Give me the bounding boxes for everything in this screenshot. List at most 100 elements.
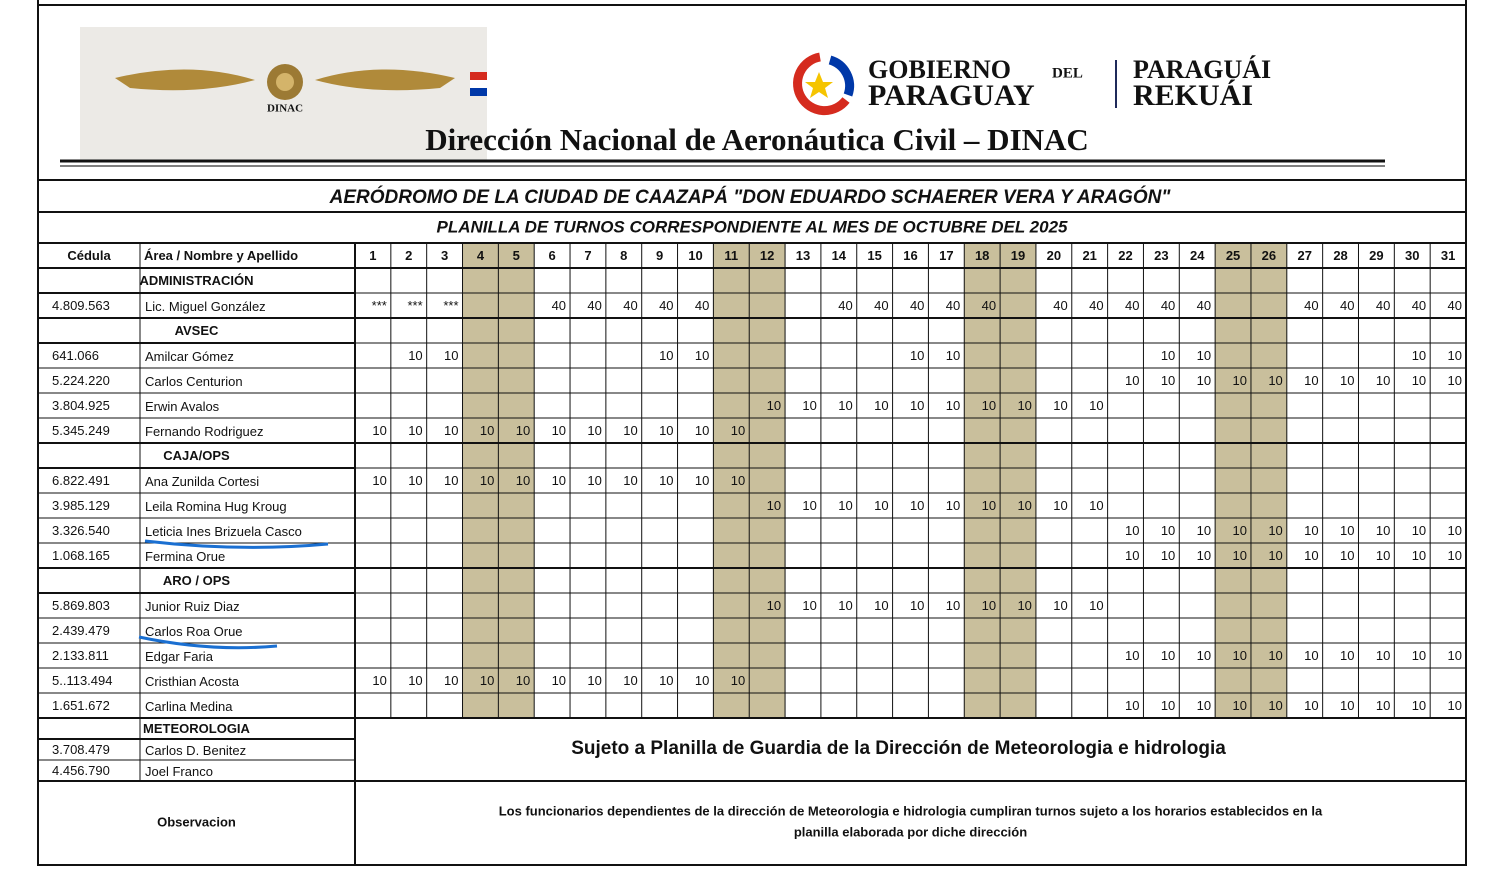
weekend-shade xyxy=(1250,243,1287,718)
section-title: METEOROLOGIA xyxy=(143,721,251,736)
cedula: 5.345.249 xyxy=(52,423,110,438)
cedula: 641.066 xyxy=(52,348,99,363)
shift-value: 40 xyxy=(1304,298,1318,313)
shift-value: 10 xyxy=(444,473,458,488)
shift-value: 10 xyxy=(1304,523,1318,538)
shift-value: 10 xyxy=(802,598,816,613)
day-header: 19 xyxy=(1011,248,1025,263)
shift-value: 10 xyxy=(1053,498,1067,513)
shift-value: 10 xyxy=(1268,373,1282,388)
shift-value: 10 xyxy=(552,473,566,488)
subtitle: PLANILLA DE TURNOS CORRESPONDIENTE AL ME… xyxy=(437,217,1069,236)
day-header: 1 xyxy=(369,248,376,263)
day-header: 17 xyxy=(939,248,953,263)
employee-name: Carlina Medina xyxy=(145,699,233,714)
shift-value: 10 xyxy=(1412,548,1426,563)
shift-value: 10 xyxy=(1125,698,1139,713)
gov-text: DEL xyxy=(1052,65,1083,81)
employee-name: Joel Franco xyxy=(145,764,213,779)
employee-name: Fermina Orue xyxy=(145,549,225,564)
shift-value: 10 xyxy=(1125,548,1139,563)
shift-value: 10 xyxy=(408,473,422,488)
shift-value: 10 xyxy=(1232,698,1246,713)
shift-value: 40 xyxy=(1448,298,1462,313)
employee-name: Lic. Miguel González xyxy=(145,299,266,314)
shift-value: 10 xyxy=(1197,373,1211,388)
shift-value: 10 xyxy=(1376,698,1390,713)
shift-value: 10 xyxy=(1017,398,1031,413)
shift-value: 10 xyxy=(910,348,924,363)
shift-value: 10 xyxy=(480,473,494,488)
cedula: 5.869.803 xyxy=(52,598,110,613)
shift-value: 10 xyxy=(1161,548,1175,563)
observation-text: Los funcionarios dependientes de la dire… xyxy=(499,803,1323,818)
shift-value: 10 xyxy=(587,473,601,488)
shift-value: 10 xyxy=(1376,648,1390,663)
cedula: 1.651.672 xyxy=(52,698,110,713)
shift-value: 10 xyxy=(1161,698,1175,713)
cedula: 4.456.790 xyxy=(52,763,110,778)
shift-value: 40 xyxy=(946,298,960,313)
government-logo: GOBIERNO DEL PARAGUAY PARAGUÁI REKUÁI xyxy=(793,52,1271,116)
shift-value: 10 xyxy=(1412,523,1426,538)
section-title: ADMINISTRACIÓN xyxy=(139,273,253,288)
shift-value: 10 xyxy=(1304,648,1318,663)
shift-value: 10 xyxy=(1412,648,1426,663)
day-header: 20 xyxy=(1047,248,1061,263)
shift-value: 10 xyxy=(408,423,422,438)
section-title: CAJA/OPS xyxy=(163,448,230,463)
shift-value: 10 xyxy=(731,673,745,688)
shift-value: 10 xyxy=(1197,548,1211,563)
column-header: Cédula xyxy=(67,248,111,263)
shift-value: 10 xyxy=(1017,598,1031,613)
employee-name: Amilcar Gómez xyxy=(145,349,234,364)
shift-value: 10 xyxy=(1161,523,1175,538)
cedula: 2.133.811 xyxy=(52,648,109,663)
shift-value: 10 xyxy=(1304,698,1318,713)
day-header: 23 xyxy=(1154,248,1168,263)
shift-value: 10 xyxy=(1161,373,1175,388)
shift-value: 10 xyxy=(587,423,601,438)
weekend-shade xyxy=(749,243,786,718)
day-header: 21 xyxy=(1082,248,1096,263)
day-header: 5 xyxy=(513,248,520,263)
day-header: 24 xyxy=(1190,248,1205,263)
column-header: Área / Nombre y Apellido xyxy=(144,248,298,263)
shift-value: 10 xyxy=(1053,598,1067,613)
shift-value: 10 xyxy=(1448,548,1462,563)
shift-value: 10 xyxy=(767,398,781,413)
shift-value: 10 xyxy=(1197,348,1211,363)
day-header: 9 xyxy=(656,248,663,263)
shift-value: 10 xyxy=(1089,398,1103,413)
employee-name: Junior Ruiz Diaz xyxy=(145,599,240,614)
shift-value: 40 xyxy=(587,298,601,313)
day-header: 2 xyxy=(405,248,412,263)
shift-value: 10 xyxy=(480,423,494,438)
shift-value: 10 xyxy=(1340,648,1354,663)
shift-value: 10 xyxy=(874,398,888,413)
shift-value: 40 xyxy=(1161,298,1175,313)
shift-value: 10 xyxy=(1197,523,1211,538)
shift-value: 10 xyxy=(910,398,924,413)
shift-value: 40 xyxy=(695,298,709,313)
employee-name: Leila Romina Hug Kroug xyxy=(145,499,287,514)
shift-value: 40 xyxy=(1197,298,1211,313)
shift-value: 10 xyxy=(1448,373,1462,388)
shift-value: 10 xyxy=(1412,698,1426,713)
shift-value: 10 xyxy=(1376,548,1390,563)
shift-value: 10 xyxy=(444,348,458,363)
day-header: 10 xyxy=(688,248,702,263)
employee-name: Cristhian Acosta xyxy=(145,674,240,689)
shift-value: 10 xyxy=(874,498,888,513)
weekend-shade xyxy=(498,243,535,718)
gov-text: PARAGUAY xyxy=(868,79,1035,112)
shift-value: 10 xyxy=(731,473,745,488)
shift-value: 10 xyxy=(1125,648,1139,663)
shift-value: 10 xyxy=(623,473,637,488)
shift-value: 40 xyxy=(982,298,996,313)
dinac-logo: DINAC xyxy=(80,27,487,160)
shift-value: 10 xyxy=(408,673,422,688)
day-header: 3 xyxy=(441,248,448,263)
shift-value: 10 xyxy=(1197,648,1211,663)
